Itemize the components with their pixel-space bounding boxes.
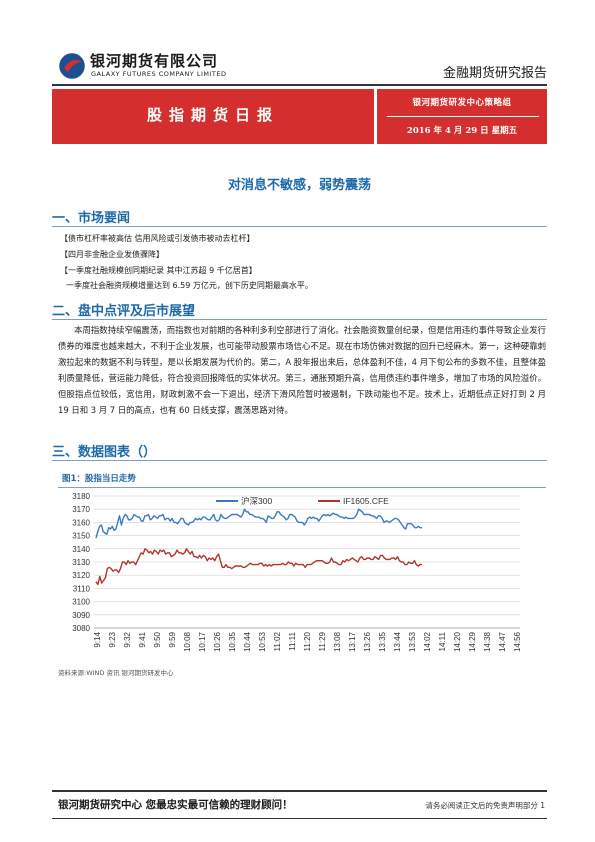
x-tick-label: 10:35 <box>228 631 237 652</box>
y-tick-label: 3080 <box>72 624 90 633</box>
x-tick-label: 10:26 <box>213 631 222 652</box>
banner-title-box <box>52 89 374 144</box>
x-tick-label: 9:59 <box>168 631 177 647</box>
y-tick-label: 3100 <box>72 598 90 607</box>
x-tick-label: 13:44 <box>393 631 402 652</box>
x-tick-label: 13:53 <box>408 631 417 652</box>
x-tick-label: 9:14 <box>93 631 102 647</box>
footer-divider-bottom <box>52 818 547 819</box>
x-tick-label: 10:44 <box>243 631 252 652</box>
news-item-detail: 一季度社会融资规模增量达到 6.59 万亿元，创下历史同期最高水平。 <box>66 281 313 290</box>
footer-disclaimer: 请务必阅读正文后的免责声明部分 1 <box>425 801 545 810</box>
x-tick-label: 13:35 <box>378 631 387 652</box>
index-intraday-chart: 3080 3090 3100 3110 3120 3130 3140 3150 3160 3170… <box>58 490 538 660</box>
y-tick-label: 3140 <box>72 545 90 554</box>
news-item: 【一季度社融规模创同期纪录 其中江苏超 9 千亿居首】 <box>60 266 257 275</box>
legend-label: 沪深300 <box>241 496 272 506</box>
company-name-cn: 银河期货有限公司 <box>90 52 219 70</box>
figure-source: 资料来源:WIND 资讯 银河期货研发中心 <box>58 669 174 677</box>
y-tick-label: 3160 <box>72 518 90 527</box>
series-line <box>95 508 422 539</box>
section-heading-charts: 三、数据图表（） <box>52 445 157 460</box>
figure-caption: 图1：股指当日走势 <box>62 474 136 484</box>
banner-info-divider <box>387 116 539 117</box>
headline: 对消息不敏感，弱势震荡 <box>227 178 371 193</box>
y-tick-label: 3110 <box>73 584 91 593</box>
x-tick-label: 14:38 <box>483 631 492 652</box>
series-line <box>95 548 422 586</box>
x-tick-label: 9:23 <box>108 631 117 647</box>
header-divider <box>52 84 547 86</box>
section-heading-commentary: 二、盘中点评及后市展望 <box>52 304 196 319</box>
section-heading-market-news: 一、市场要闻 <box>52 211 131 226</box>
x-tick-label: 9:41 <box>138 631 147 647</box>
x-tick-label: 10:17 <box>198 631 207 652</box>
y-tick-label: 3170 <box>72 505 90 514</box>
figure-divider <box>58 487 546 488</box>
x-tick-label: 10:08 <box>183 631 192 652</box>
news-item: 【债市杠杆率被高估 信用风险或引发债市被动去杠杆】 <box>60 234 255 243</box>
news-item: 【四月非金融企业发债骤降】 <box>60 250 164 259</box>
y-tick-label: 3150 <box>72 532 90 541</box>
legend-label: IF1605.CFE <box>343 496 389 506</box>
research-team: 银河期货研发中心策略组 <box>412 98 512 108</box>
x-tick-label: 13:17 <box>348 631 357 652</box>
x-tick-label: 14:47 <box>498 631 507 652</box>
report-title: 股指期货日报 <box>146 106 279 124</box>
footer-divider <box>52 790 547 792</box>
x-tick-label: 14:20 <box>453 631 462 652</box>
x-tick-label: 11:20 <box>303 631 312 651</box>
x-tick-label: 11:11 <box>288 631 297 650</box>
x-tick-label: 14:29 <box>468 631 477 652</box>
x-tick-label: 14:11 <box>438 631 447 651</box>
company-logo-icon <box>58 52 86 80</box>
y-tick-label: 3120 <box>72 571 90 580</box>
x-tick-label: 9:32 <box>123 631 132 647</box>
x-tick-label: 13:08 <box>333 631 342 652</box>
report-date: 2016 年 4 月 29 日 星期五 <box>406 126 518 136</box>
x-tick-label: 13:26 <box>363 631 372 652</box>
x-tick-label: 9:50 <box>153 631 162 647</box>
x-tick-label: 10:53 <box>258 631 267 652</box>
section-divider <box>52 460 547 461</box>
x-tick-label: 11:29 <box>318 631 327 651</box>
x-tick-label: 14:02 <box>423 631 432 652</box>
y-tick-label: 3180 <box>72 492 90 501</box>
section-divider <box>52 319 547 320</box>
y-tick-label: 3090 <box>72 611 90 620</box>
report-type: 金融期货研究报告 <box>442 66 547 81</box>
company-name-en: GALAXY FUTURES COMPANY LIMITED <box>91 70 227 78</box>
y-tick-label: 3130 <box>72 558 90 567</box>
x-tick-label: 14:56 <box>513 631 522 652</box>
x-tick-label: 11:02 <box>273 631 282 651</box>
section-divider <box>52 226 547 227</box>
footer-slogan: 银河期货研究中心 您最忠实最可信赖的理财顾问！ <box>58 799 293 811</box>
chart-svg: 3080 3090 3100 3110 3120 3130 3140 3150 3160 3170… <box>72 492 522 652</box>
commentary-paragraph: 本周指数持续窄幅震荡，而指数也对前期的各种利多利空部进行了消化。社会融资数量创纪… <box>58 325 546 415</box>
